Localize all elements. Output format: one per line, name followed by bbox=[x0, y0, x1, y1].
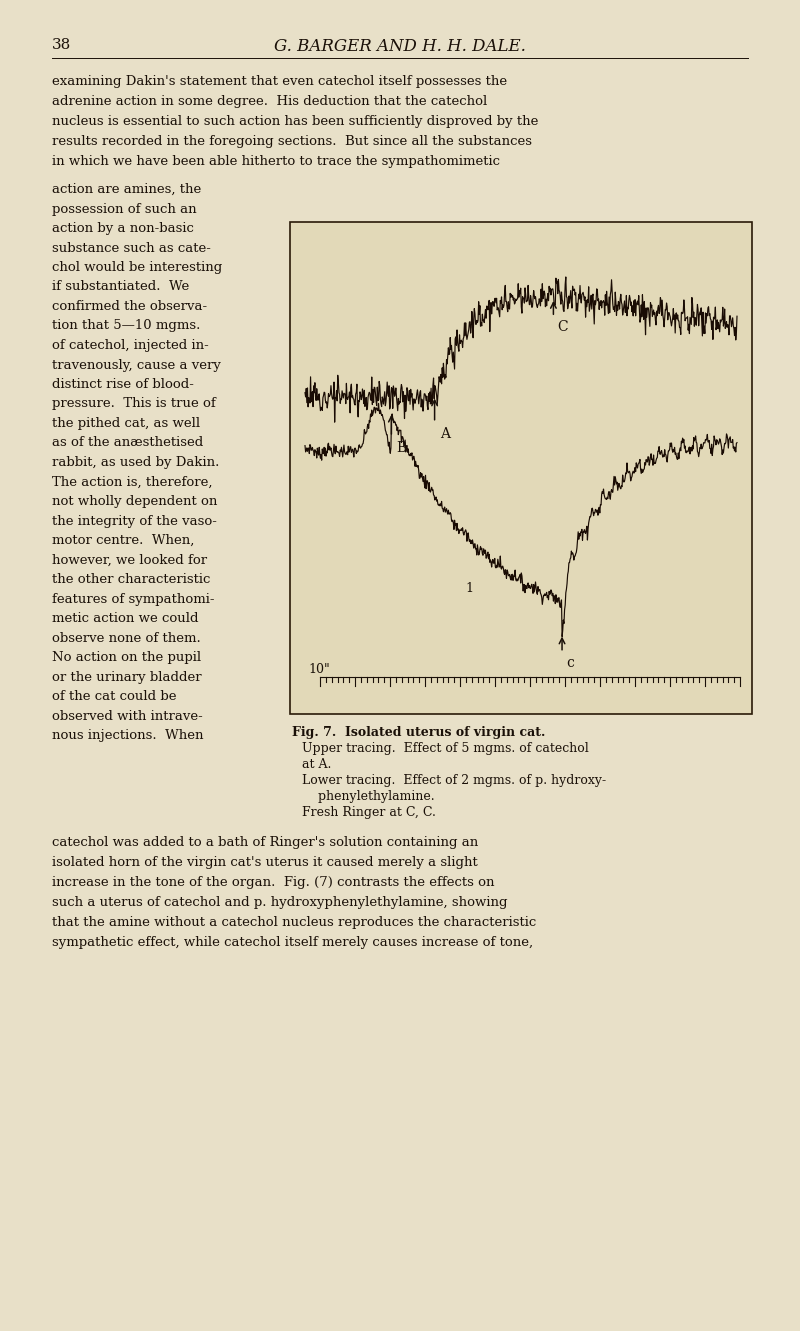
Text: possession of such an: possession of such an bbox=[52, 202, 197, 216]
Bar bbox=[290, 222, 752, 713]
Text: C: C bbox=[558, 321, 568, 334]
Text: travenously, cause a very: travenously, cause a very bbox=[52, 358, 221, 371]
Text: 1: 1 bbox=[465, 583, 473, 595]
Text: Lower tracing.  Effect of 2 mgms. of p. hydroxy-: Lower tracing. Effect of 2 mgms. of p. h… bbox=[302, 775, 606, 787]
Text: isolated horn of the virgin cat's uterus it caused merely a slight: isolated horn of the virgin cat's uterus… bbox=[52, 856, 478, 869]
Text: chol would be interesting: chol would be interesting bbox=[52, 261, 222, 274]
Text: phenylethylamine.: phenylethylamine. bbox=[302, 791, 434, 803]
Text: not wholly dependent on: not wholly dependent on bbox=[52, 495, 218, 508]
Text: confirmed the observa-: confirmed the observa- bbox=[52, 299, 207, 313]
Text: sympathetic effect, while catechol itself merely causes increase of tone,: sympathetic effect, while catechol itsel… bbox=[52, 936, 533, 949]
Text: No action on the pupil: No action on the pupil bbox=[52, 651, 201, 664]
Text: nucleus is essential to such action has been sufficiently disproved by the: nucleus is essential to such action has … bbox=[52, 114, 538, 128]
Text: observe none of them.: observe none of them. bbox=[52, 631, 201, 644]
Text: at A.: at A. bbox=[302, 757, 331, 771]
Text: the integrity of the vaso-: the integrity of the vaso- bbox=[52, 515, 217, 527]
Text: however, we looked for: however, we looked for bbox=[52, 554, 207, 567]
Text: B: B bbox=[397, 441, 406, 455]
Text: action by a non-basic: action by a non-basic bbox=[52, 222, 194, 236]
Text: 10": 10" bbox=[308, 663, 330, 676]
Text: A: A bbox=[440, 427, 450, 441]
Text: 38: 38 bbox=[52, 39, 71, 52]
Text: pressure.  This is true of: pressure. This is true of bbox=[52, 398, 216, 410]
Text: of the cat could be: of the cat could be bbox=[52, 689, 177, 703]
Text: action are amines, the: action are amines, the bbox=[52, 182, 202, 196]
Text: adrenine action in some degree.  His deduction that the catechol: adrenine action in some degree. His dedu… bbox=[52, 95, 487, 108]
Text: results recorded in the foregoing sections.  But since all the substances: results recorded in the foregoing sectio… bbox=[52, 134, 532, 148]
Text: the pithed cat, as well: the pithed cat, as well bbox=[52, 417, 200, 430]
Text: tion that 5—10 mgms.: tion that 5—10 mgms. bbox=[52, 319, 200, 333]
Text: nous injections.  When: nous injections. When bbox=[52, 729, 203, 741]
Text: The action is, therefore,: The action is, therefore, bbox=[52, 475, 213, 488]
Text: distinct rise of blood-: distinct rise of blood- bbox=[52, 378, 194, 391]
Text: if substantiated.  We: if substantiated. We bbox=[52, 281, 190, 294]
Text: increase in the tone of the organ.  Fig. (7) contrasts the effects on: increase in the tone of the organ. Fig. … bbox=[52, 876, 494, 889]
Text: such a uterus of catechol and p. hydroxyphenylethylamine, showing: such a uterus of catechol and p. hydroxy… bbox=[52, 896, 507, 909]
Text: rabbit, as used by Dakin.: rabbit, as used by Dakin. bbox=[52, 457, 219, 469]
Text: substance such as cate-: substance such as cate- bbox=[52, 241, 211, 254]
Text: motor centre.  When,: motor centre. When, bbox=[52, 534, 194, 547]
Text: observed with intrave-: observed with intrave- bbox=[52, 709, 202, 723]
Text: as of the anæsthetised: as of the anæsthetised bbox=[52, 437, 203, 450]
Text: Fresh Ringer at C, C.: Fresh Ringer at C, C. bbox=[302, 807, 436, 819]
Text: features of sympathomi-: features of sympathomi- bbox=[52, 592, 214, 606]
Text: metic action we could: metic action we could bbox=[52, 612, 198, 626]
Text: catechol was added to a bath of Ringer's solution containing an: catechol was added to a bath of Ringer's… bbox=[52, 836, 478, 849]
Text: the other characteristic: the other characteristic bbox=[52, 574, 210, 586]
Text: that the amine without a catechol nucleus reproduces the characteristic: that the amine without a catechol nucleu… bbox=[52, 916, 536, 929]
Text: or the urinary bladder: or the urinary bladder bbox=[52, 671, 202, 684]
Text: Upper tracing.  Effect of 5 mgms. of catechol: Upper tracing. Effect of 5 mgms. of cate… bbox=[302, 741, 589, 755]
Text: in which we have been able hitherto to trace the sympathomimetic: in which we have been able hitherto to t… bbox=[52, 154, 500, 168]
Text: c: c bbox=[566, 656, 574, 669]
Text: of catechol, injected in-: of catechol, injected in- bbox=[52, 339, 209, 351]
Text: Fig. 7.  Isolated uterus of virgin cat.: Fig. 7. Isolated uterus of virgin cat. bbox=[292, 725, 546, 739]
Text: examining Dakin's statement that even catechol itself possesses the: examining Dakin's statement that even ca… bbox=[52, 75, 507, 88]
Text: G. BARGER AND H. H. DALE.: G. BARGER AND H. H. DALE. bbox=[274, 39, 526, 55]
